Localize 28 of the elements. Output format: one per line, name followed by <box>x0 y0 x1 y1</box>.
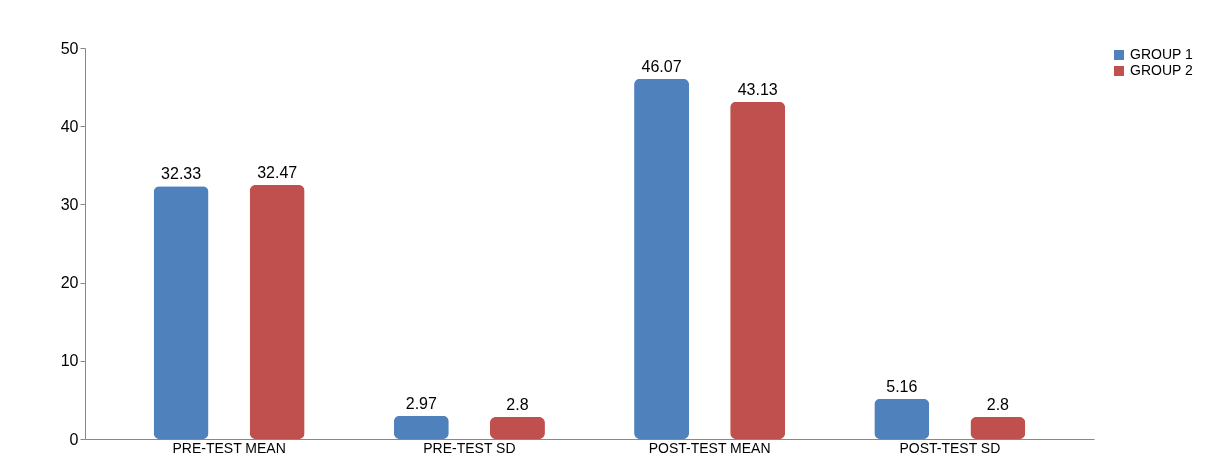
x-tick-label: POST-TEST SD <box>899 439 1001 456</box>
bar <box>249 185 305 439</box>
bar <box>634 78 690 439</box>
x-tick-label: PRE-TEST SD <box>423 439 516 456</box>
bar <box>730 101 786 439</box>
data-label: 32.33 <box>161 165 202 183</box>
legend-label: GROUP 1 <box>1130 46 1193 62</box>
data-label: 46.07 <box>641 57 682 75</box>
data-label: 5.16 <box>886 377 918 395</box>
bar <box>970 417 1026 439</box>
bar <box>489 417 545 439</box>
data-label: 32.47 <box>257 164 298 182</box>
legend-label: GROUP 2 <box>1130 62 1193 78</box>
y-tick-label: 20 <box>60 274 79 292</box>
bar <box>874 398 930 439</box>
data-label: 2.8 <box>986 396 1010 414</box>
y-tick-label: 50 <box>60 39 79 57</box>
data-label: 2.97 <box>405 394 438 412</box>
y-tick-label: 30 <box>60 195 79 213</box>
x-tick-label: POST-TEST MEAN <box>648 439 771 456</box>
y-tick-label: 40 <box>60 117 79 135</box>
data-label: 2.8 <box>506 396 529 414</box>
y-tick-label: 0 <box>69 430 79 448</box>
bar <box>393 415 449 439</box>
data-label: 43.13 <box>737 80 778 98</box>
y-tick-label: 10 <box>60 352 79 370</box>
x-tick-label: PRE-TEST MEAN <box>172 439 286 456</box>
bar <box>153 186 209 439</box>
